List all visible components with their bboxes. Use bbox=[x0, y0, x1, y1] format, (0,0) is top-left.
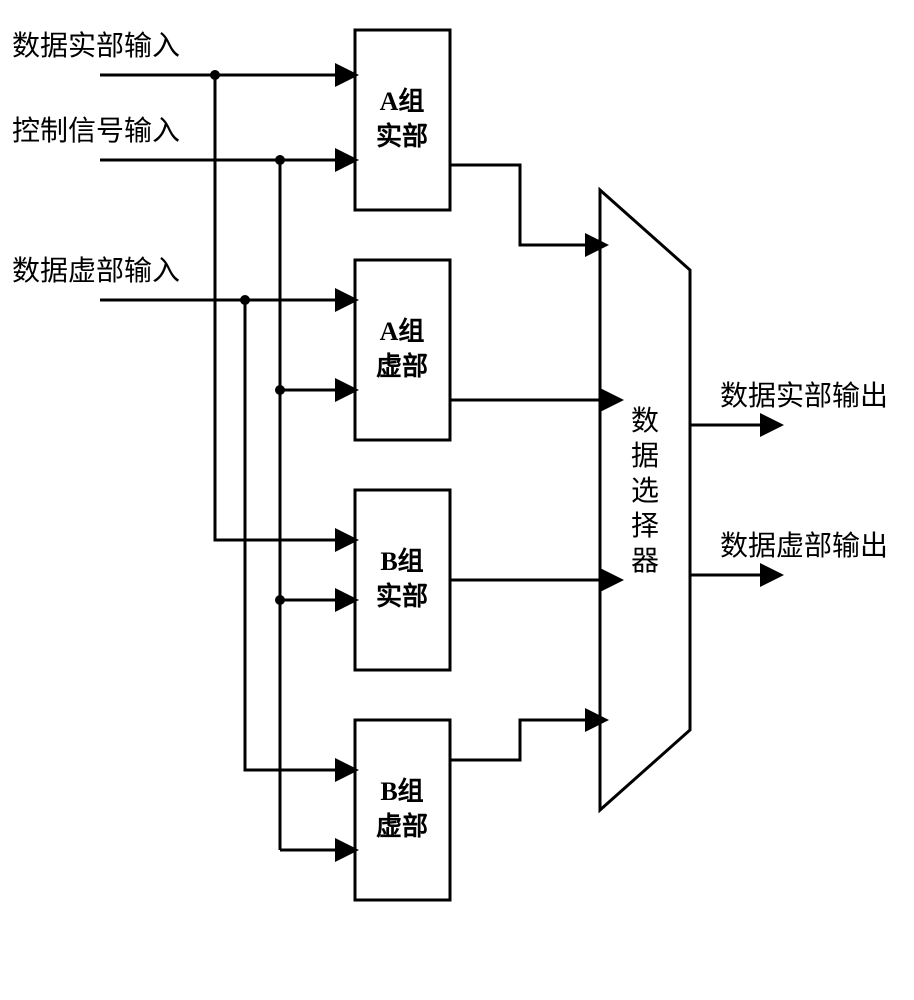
box-a-imag-line2: 虚部 bbox=[376, 352, 428, 381]
box-a-real-line1: A组 bbox=[380, 86, 425, 116]
junction bbox=[275, 155, 285, 165]
junction bbox=[240, 295, 250, 305]
a-real-out bbox=[450, 165, 605, 245]
output-data-real-label: 数据实部输出 bbox=[720, 380, 888, 412]
box-b-imag: B组 虚部 bbox=[355, 720, 450, 900]
selector-block: 数 据 选 择 器 bbox=[600, 190, 690, 810]
box-a-imag-line1: A组 bbox=[380, 316, 425, 346]
route-real-to-b-real bbox=[215, 75, 355, 540]
input-data-imag-label: 数据虚部输入 bbox=[12, 255, 180, 287]
box-b-real-line1: B组 bbox=[380, 546, 423, 576]
box-a-real: A组 实部 bbox=[355, 30, 450, 210]
box-b-real-line2: 实部 bbox=[376, 581, 428, 611]
input-ctrl-label: 控制信号输入 bbox=[12, 115, 180, 147]
junction bbox=[275, 385, 285, 395]
box-a-real-line2: 实部 bbox=[376, 121, 428, 151]
selector-char-4: 器 bbox=[631, 546, 659, 577]
box-a-imag: A组 虚部 bbox=[355, 260, 450, 440]
b-imag-out bbox=[450, 720, 605, 760]
route-imag-to-b-imag bbox=[245, 300, 355, 770]
box-b-imag-line2: 虚部 bbox=[376, 812, 428, 841]
selector-char-2: 选 bbox=[631, 475, 659, 507]
input-data-real-label: 数据实部输入 bbox=[12, 30, 180, 62]
selector-char-0: 数 bbox=[631, 405, 659, 437]
selector-char-1: 据 bbox=[631, 440, 659, 472]
junction bbox=[210, 70, 220, 80]
selector-char-3: 择 bbox=[631, 510, 659, 542]
block-diagram: 数据实部输入 控制信号输入 数据虚部输入 数据实部输出 数据虚部输出 A组 实部… bbox=[0, 0, 914, 1000]
output-data-imag-label: 数据虚部输出 bbox=[720, 530, 888, 562]
box-b-imag-line1: B组 bbox=[380, 776, 423, 806]
junction bbox=[275, 595, 285, 605]
box-b-real: B组 实部 bbox=[355, 490, 450, 670]
